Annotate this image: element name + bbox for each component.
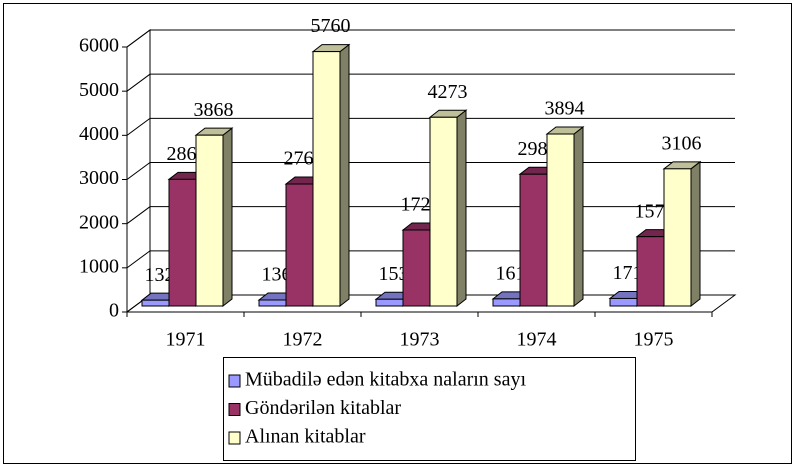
x-tick-label: 1971 bbox=[166, 329, 206, 351]
value-label: 132 bbox=[145, 264, 175, 286]
x-tick-label: 1973 bbox=[400, 329, 440, 351]
legend-label: Mübadilə edən kitabxa naların sayı bbox=[245, 369, 526, 391]
bar bbox=[258, 299, 287, 307]
bar-side bbox=[339, 43, 350, 308]
value-label: 5760 bbox=[311, 15, 351, 37]
legend-box bbox=[223, 357, 636, 461]
value-label: 3868 bbox=[194, 99, 234, 121]
bar bbox=[492, 298, 521, 307]
bar-side bbox=[222, 127, 233, 308]
bar bbox=[636, 236, 665, 307]
value-label: 136 bbox=[262, 264, 292, 286]
y-tick-label: 2000 bbox=[79, 211, 119, 233]
y-tick-label: 3000 bbox=[79, 167, 119, 189]
bar bbox=[429, 116, 458, 307]
y-tick-label: 0 bbox=[109, 300, 119, 322]
y-tick-label: 5000 bbox=[79, 79, 119, 101]
x-tick-label: 1974 bbox=[517, 329, 557, 351]
x-tick-label: 1972 bbox=[283, 329, 323, 351]
y-tick-label: 4000 bbox=[79, 123, 119, 145]
grid-line bbox=[126, 29, 735, 48]
bar bbox=[402, 229, 431, 307]
y-tick-label: 1000 bbox=[79, 255, 119, 277]
value-label: 3894 bbox=[545, 98, 585, 120]
value-label: 3106 bbox=[662, 132, 702, 154]
grid-line bbox=[126, 162, 735, 180]
bar-side bbox=[573, 125, 584, 308]
bar bbox=[141, 299, 170, 307]
bar bbox=[168, 178, 197, 307]
value-label: 171 bbox=[613, 262, 643, 284]
bar bbox=[546, 133, 575, 307]
legend-label: Alınan kitablar bbox=[245, 426, 366, 448]
bar-side bbox=[690, 160, 701, 308]
value-label: 153 bbox=[379, 263, 409, 285]
legend-swatch bbox=[228, 374, 241, 388]
bar bbox=[195, 134, 224, 307]
x-tick-label: 1975 bbox=[634, 329, 674, 351]
bar-side bbox=[456, 109, 467, 308]
bar bbox=[663, 168, 692, 307]
bar bbox=[375, 298, 404, 307]
legend-label: Göndərilən kitablar bbox=[245, 397, 401, 419]
legend-swatch bbox=[228, 431, 241, 445]
grid-line bbox=[126, 117, 735, 136]
legend-swatch bbox=[228, 403, 241, 416]
bar bbox=[312, 51, 341, 307]
bar bbox=[285, 183, 314, 307]
bar bbox=[609, 297, 638, 307]
value-label: 161 bbox=[496, 262, 526, 284]
value-label: 4273 bbox=[428, 81, 468, 103]
grid-line bbox=[126, 73, 735, 92]
y-tick-label: 6000 bbox=[79, 35, 119, 57]
bar bbox=[519, 173, 548, 307]
